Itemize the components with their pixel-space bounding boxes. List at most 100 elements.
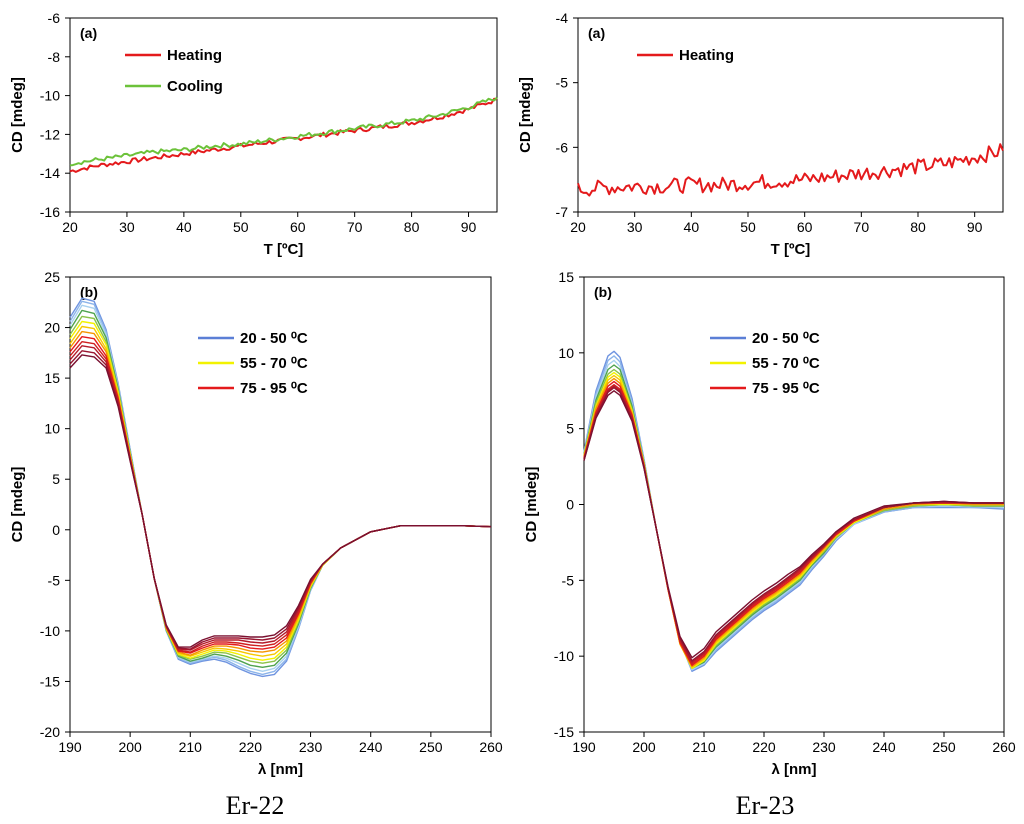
series-line [583, 384, 1004, 665]
x-tick-label: 190 [58, 739, 82, 755]
y-tick-label: -10 [40, 623, 60, 639]
x-tick-label: 30 [119, 219, 135, 235]
x-tick-label: 60 [797, 219, 813, 235]
x-tick-label: 30 [627, 219, 643, 235]
y-tick-label: 10 [558, 345, 574, 361]
legend-label: Heating [167, 47, 222, 64]
y-tick-label: 20 [44, 320, 60, 336]
legend-label: 55 - 70 ⁰C [240, 355, 308, 372]
y-tick-label: -5 [562, 572, 575, 588]
y-tick-label: -8 [48, 49, 61, 65]
y-tick-label: -20 [40, 724, 60, 740]
series-line [583, 387, 1004, 662]
legend-label: 75 - 95 ⁰C [752, 380, 820, 397]
plot-frame [577, 17, 1004, 213]
y-tick-label: -5 [48, 572, 61, 588]
x-tick-label: 230 [299, 739, 323, 755]
y-tick-label: 15 [558, 269, 574, 285]
y-tick-label: -7 [556, 204, 569, 220]
plot-frame [69, 17, 498, 213]
y-tick-label: 5 [52, 471, 60, 487]
legend-label: 55 - 70 ⁰C [752, 355, 820, 372]
x-tick-label: 70 [347, 219, 363, 235]
y-axis-label: CD [mdeg] [9, 467, 26, 543]
legend-label: 20 - 50 ⁰C [752, 330, 820, 347]
series-line [69, 320, 492, 661]
x-tick-label: 60 [290, 219, 306, 235]
caption-er23: Er-23 [736, 791, 795, 820]
x-tick-label: 40 [176, 219, 192, 235]
caption-er22: Er-22 [226, 791, 285, 820]
legend-label: Heating [679, 47, 734, 64]
series-line [583, 355, 1004, 671]
x-tick-label: 240 [359, 739, 383, 755]
panel-label: (b) [80, 284, 98, 300]
plot-frame [69, 276, 492, 733]
x-tick-label: 70 [854, 219, 870, 235]
series-line [583, 377, 1004, 668]
series-line [69, 354, 492, 648]
x-tick-label: 80 [910, 219, 926, 235]
y-tick-label: -14 [40, 165, 60, 181]
y-tick-label: 25 [44, 269, 60, 285]
x-tick-label: 240 [872, 739, 896, 755]
x-tick-label: 200 [632, 739, 656, 755]
panel-label: (b) [594, 284, 612, 300]
legend-label: Cooling [167, 78, 223, 95]
x-tick-label: 40 [684, 219, 700, 235]
series-line [583, 368, 1004, 669]
x-tick-label: 50 [740, 219, 756, 235]
x-tick-label: 230 [812, 739, 836, 755]
y-tick-label: 5 [566, 421, 574, 437]
x-tick-label: 210 [692, 739, 716, 755]
y-tick-label: -12 [40, 126, 60, 142]
series-line [583, 359, 1005, 671]
y-tick-label: -15 [554, 724, 574, 740]
x-tick-label: 80 [404, 219, 420, 235]
x-tick-label: 260 [479, 739, 503, 755]
panel-label: (a) [588, 25, 605, 41]
x-tick-label: 250 [419, 739, 443, 755]
legend-label: 20 - 50 ⁰C [240, 330, 308, 347]
series-line [583, 380, 1004, 666]
chart-er23-spectra: 190 200 210 220 230 240 250 260 -15 -10 -5 0 5 10 15 λ … [523, 269, 1016, 778]
y-axis-label: CD [mdeg] [9, 77, 26, 153]
x-tick-label: 50 [233, 219, 249, 235]
x-tick-label: 90 [461, 219, 477, 235]
x-tick-label: 250 [932, 739, 956, 755]
x-tick-label: 190 [572, 739, 596, 755]
x-tick-label: 20 [570, 219, 586, 235]
chart-er23-thermal: 20 30 40 50 60 70 80 90 -7 -6 -5 -4 T [ºC] CD [mdeg] (… [517, 10, 1004, 258]
x-tick-label: 20 [62, 219, 78, 235]
series-line [583, 390, 1004, 659]
x-axis-label: λ [nm] [772, 761, 817, 778]
y-tick-label: -6 [48, 10, 61, 26]
y-tick-label: -10 [40, 88, 60, 104]
x-tick-label: 220 [752, 739, 776, 755]
x-tick-label: 90 [967, 219, 983, 235]
y-tick-label: 15 [44, 370, 60, 386]
series-line [583, 350, 1005, 672]
y-tick-label: -6 [556, 139, 569, 155]
y-tick-label: 0 [566, 497, 574, 513]
y-tick-label: -15 [40, 673, 60, 689]
x-axis-label: λ [nm] [258, 761, 303, 778]
series-line [69, 96, 498, 167]
series-line [583, 364, 1004, 669]
y-tick-label: -10 [554, 648, 574, 664]
series-line [577, 143, 1004, 197]
y-tick-label: 0 [52, 522, 60, 538]
series-line [69, 97, 498, 173]
series-line [583, 371, 1004, 669]
x-tick-label: 210 [179, 739, 203, 755]
y-axis-label: CD [mdeg] [523, 467, 540, 543]
chart-er22-spectra: 190 200 210 220 230 240 250 260 -20 -15 -10 -5 0 5 10 1… [9, 269, 503, 778]
y-axis-label: CD [mdeg] [517, 77, 534, 153]
series-line [583, 374, 1004, 668]
series-line [69, 325, 492, 657]
y-tick-label: -4 [556, 10, 569, 26]
y-tick-label: -16 [40, 204, 60, 220]
x-axis-label: T [ºC] [771, 241, 811, 258]
x-axis-label: T [ºC] [264, 241, 304, 258]
